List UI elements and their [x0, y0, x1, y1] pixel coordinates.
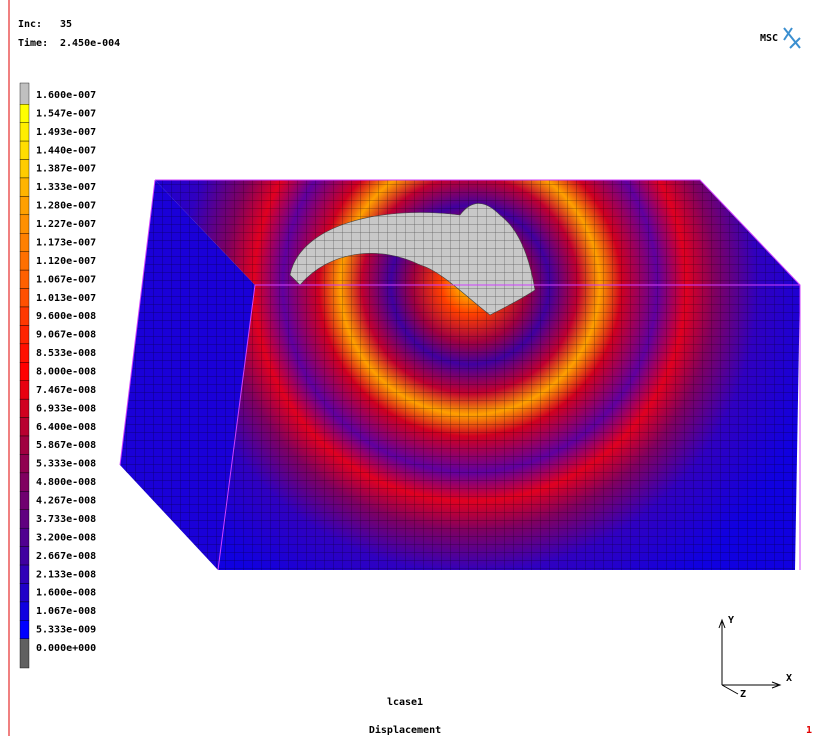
time-value: 2.450e-004	[60, 38, 120, 49]
legend-swatch	[20, 215, 29, 233]
legend-swatch	[20, 620, 29, 638]
axis-x: X	[786, 673, 792, 684]
logo: MSC	[760, 28, 800, 48]
quantity: Displacement	[369, 724, 441, 736]
legend-swatch	[20, 565, 29, 583]
legend-label: 1.173e-007	[36, 237, 96, 248]
viewport: Inc: 35 Time: 2.450e-004 MSC 1.600e-0071…	[0, 0, 817, 736]
legend-label: 1.227e-007	[36, 219, 96, 230]
legend-swatch	[20, 178, 29, 196]
legend-swatch	[20, 454, 29, 472]
legend-swatch	[20, 196, 29, 214]
legend-swatch	[20, 381, 29, 399]
legend-label: 2.133e-008	[36, 569, 96, 580]
legend-label: 6.933e-008	[36, 403, 96, 414]
legend-swatch	[20, 325, 29, 343]
legend-swatch	[20, 362, 29, 380]
legend-label: 3.200e-008	[36, 532, 96, 543]
legend-label: 1.067e-008	[36, 606, 96, 617]
legend-label: 1.280e-007	[36, 201, 96, 212]
legend-label: 9.067e-008	[36, 330, 96, 341]
legend-label: 1.333e-007	[36, 182, 96, 193]
logo-text: MSC	[760, 33, 778, 44]
legend-swatch	[20, 639, 29, 668]
legend-swatch	[20, 141, 29, 159]
legend-swatch	[20, 510, 29, 528]
legend-label: 1.547e-007	[36, 108, 96, 119]
legend-swatch	[20, 307, 29, 325]
legend-swatch	[20, 491, 29, 509]
legend-label: 3.733e-008	[36, 514, 96, 525]
legend-swatch	[20, 252, 29, 270]
inc-label: Inc:	[18, 19, 42, 30]
legend-swatch	[20, 547, 29, 565]
legend-label: 1.600e-008	[36, 588, 96, 599]
legend-label: 1.013e-007	[36, 293, 96, 304]
axis-z: Z	[740, 689, 746, 700]
legend-swatch	[20, 270, 29, 288]
legend-label: 1.120e-007	[36, 256, 96, 267]
legend-label: 4.267e-008	[36, 496, 96, 507]
legend-label: 8.000e-008	[36, 367, 96, 378]
legend: 1.600e-007 1.547e-007 1.493e-007 1.440e-007…	[20, 83, 96, 668]
legend-swatch	[20, 83, 29, 104]
legend-label: 9.600e-008	[36, 311, 96, 322]
legend-swatch	[20, 583, 29, 601]
legend-label: 5.333e-009	[36, 625, 96, 636]
legend-swatch	[20, 289, 29, 307]
legend-swatch	[20, 123, 29, 141]
legend-swatch	[20, 104, 29, 122]
legend-swatch	[20, 344, 29, 362]
legend-swatch	[20, 473, 29, 491]
legend-label: 5.867e-008	[36, 440, 96, 451]
loadcase: lcase1	[387, 697, 423, 708]
legend-swatch	[20, 233, 29, 251]
legend-label: 1.440e-007	[36, 145, 96, 156]
legend-label: 2.667e-008	[36, 551, 96, 562]
legend-label: 6.400e-008	[36, 422, 96, 433]
legend-label: 1.067e-007	[36, 274, 96, 285]
axis-triad: Y X Z	[719, 615, 792, 700]
legend-label: 1.600e-007	[36, 90, 96, 101]
legend-swatch	[20, 436, 29, 454]
model	[120, 180, 800, 570]
legend-label: 5.333e-008	[36, 459, 96, 470]
legend-label: 1.387e-007	[36, 164, 96, 175]
legend-label: 8.533e-008	[36, 348, 96, 359]
time-label: Time:	[18, 37, 48, 49]
legend-swatch	[20, 418, 29, 436]
legend-swatch	[20, 602, 29, 620]
legend-swatch	[20, 160, 29, 178]
legend-label: 0.000e+000	[36, 643, 96, 654]
legend-swatch	[20, 528, 29, 546]
legend-label: 1.493e-007	[36, 127, 96, 138]
legend-label: 4.800e-008	[36, 477, 96, 488]
axis-y: Y	[728, 615, 734, 626]
legend-swatch	[20, 399, 29, 417]
legend-label: 7.467e-008	[36, 385, 96, 396]
inc-value: 35	[60, 19, 72, 30]
page-index: 1	[806, 725, 812, 736]
